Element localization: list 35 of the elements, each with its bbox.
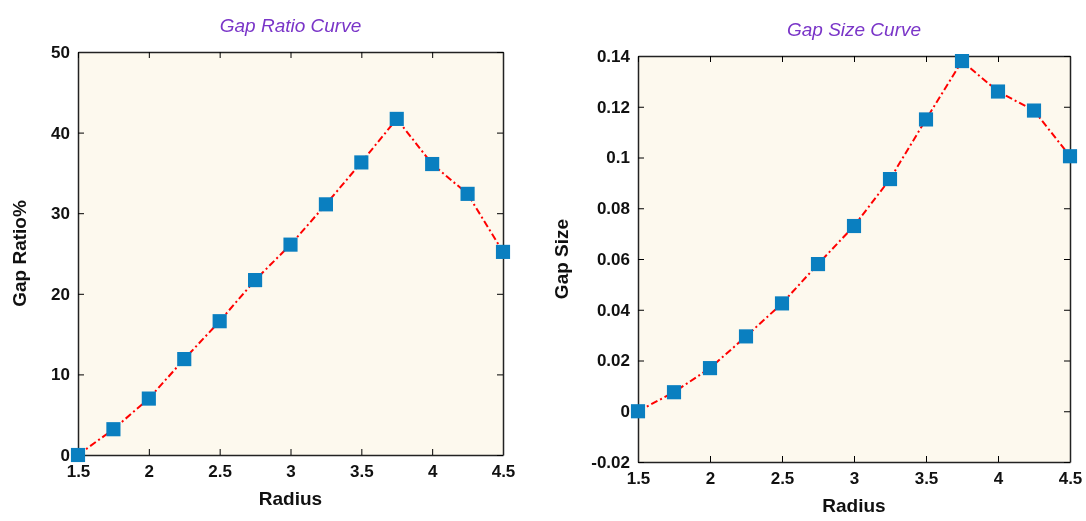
y-axis-title: Gap Ratio% — [9, 200, 30, 307]
x-tick-label: 2 — [705, 469, 716, 489]
y-tick-label: 40 — [51, 123, 70, 143]
y-tick-label: 0.04 — [596, 300, 631, 320]
y-tick-label: 0 — [60, 445, 70, 465]
chart-title: Gap Size Curve — [786, 19, 922, 40]
x-tick-label: 2 — [144, 462, 155, 482]
x-tick-label: 4 — [427, 462, 438, 482]
x-tick-label: 3 — [849, 469, 860, 489]
y-tick-label: 0 — [620, 402, 630, 422]
x-tick-label: 4 — [993, 469, 1004, 489]
x-tick-label: 2.5 — [770, 469, 795, 489]
y-tick-label: 0.12 — [596, 97, 630, 117]
y-tick-label: 0.08 — [596, 199, 630, 219]
x-tick-label: 4.5 — [1058, 469, 1083, 489]
x-tick-label: 2.5 — [208, 462, 232, 482]
chart-title: Gap Ratio Curve — [219, 15, 362, 36]
x-tick-label: 1.5 — [66, 462, 91, 482]
y-tick-label: 0.02 — [596, 351, 630, 371]
y-tick-label: 0.1 — [606, 148, 630, 168]
y-tick-label: 50 — [51, 42, 70, 62]
x-tick-label: 4.5 — [491, 462, 516, 482]
x-axis-title: Radius — [822, 495, 886, 516]
x-tick-label: 3 — [286, 462, 296, 482]
y-tick-label: -0.02 — [591, 452, 630, 472]
x-tick-label: 1.5 — [626, 469, 651, 489]
y-axis-title: Gap Size — [551, 218, 572, 300]
y-tick-label: 30 — [51, 204, 70, 224]
y-tick-label: 0.14 — [596, 46, 631, 66]
y-tick-label: 20 — [51, 284, 70, 304]
y-tick-label: 0.06 — [596, 249, 630, 269]
y-tick-label: 10 — [51, 365, 70, 385]
x-axis-title: Radius — [258, 488, 323, 509]
x-tick-label: 3.5 — [914, 469, 939, 489]
x-tick-label: 3.5 — [350, 462, 374, 482]
